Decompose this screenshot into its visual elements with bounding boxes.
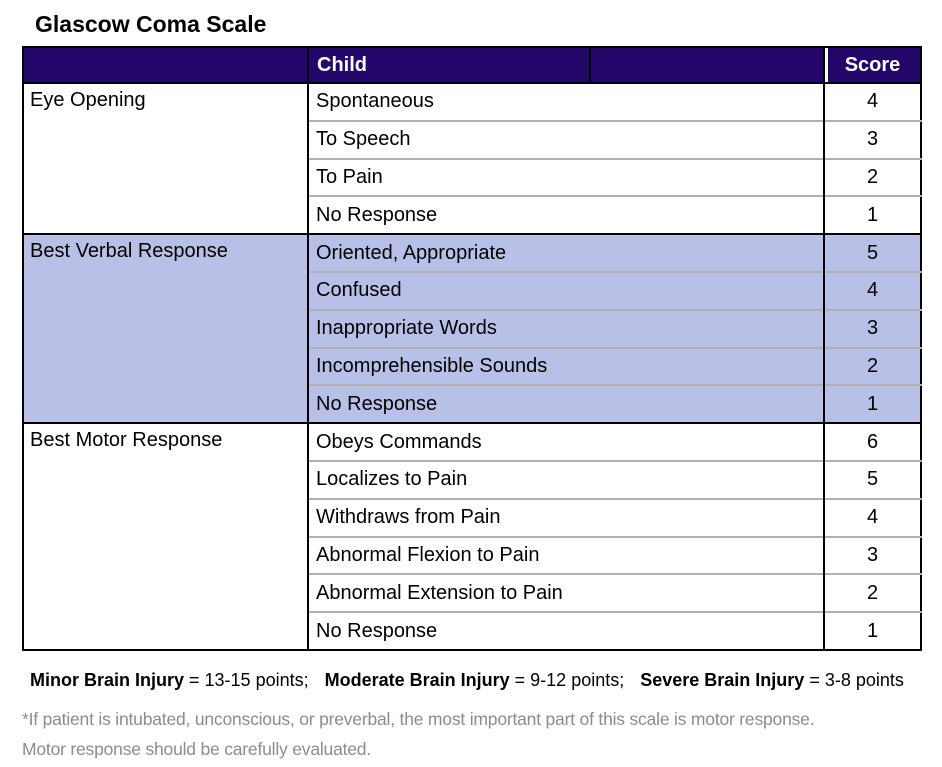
score-cell: 4 <box>823 82 921 121</box>
header-score-cell: Score <box>823 47 921 84</box>
table-row: Abnormal Extension to Pain 2 <box>23 573 921 613</box>
response-cell: Localizes to Pain <box>308 459 824 499</box>
response-cell: Oriented, Appropriate <box>308 233 824 272</box>
legend-item-detail: = 3-8 points <box>804 669 904 690</box>
legend-item-label: Severe Brain Injury <box>640 669 805 690</box>
response-cell: Abnormal Flexion to Pain <box>308 535 824 575</box>
legend-item-detail: = 13-15 points; <box>184 669 309 690</box>
legend-item-label: Moderate Brain Injury <box>324 669 510 690</box>
legend-item: Moderate Brain Injury = 9-12 points; <box>325 670 625 690</box>
table-row: Localizes to Pain 5 <box>23 459 921 499</box>
score-cell: 2 <box>823 157 921 197</box>
score-cell: 6 <box>823 422 921 461</box>
table-body: Eye Opening Spontaneous 4 To Speech 3 To Pain… <box>23 81 921 650</box>
header-child-cell: Child <box>308 47 591 84</box>
response-cell: Withdraws from Pain <box>308 497 824 537</box>
response-cell: Incomprehensible Sounds <box>308 346 824 386</box>
severity-legend: Minor Brain Injury = 13-15 points; Modera… <box>30 668 942 692</box>
header-category-cell <box>23 47 309 84</box>
table-header: Child Score <box>23 47 921 84</box>
score-cell: 5 <box>823 233 921 272</box>
table-row: No Response 1 <box>23 195 921 235</box>
gcs-table: Child Score Eye Opening Spontaneous 4 To Sp… <box>22 46 922 651</box>
legend-item: Severe Brain Injury = 3-8 points <box>640 670 904 690</box>
table-row: To Pain 2 <box>23 157 921 197</box>
response-cell: No Response <box>308 384 824 424</box>
response-cell: Obeys Commands <box>308 422 824 461</box>
score-cell: 3 <box>823 119 921 159</box>
score-cell: 1 <box>823 611 921 650</box>
legend-item: Minor Brain Injury = 13-15 points; <box>30 670 309 690</box>
category-cell: Best Motor Response <box>23 422 309 650</box>
table-row: Eye Opening Spontaneous 4 <box>23 81 921 235</box>
table-row: Confused 4 <box>23 270 921 310</box>
score-cell: 2 <box>823 573 921 613</box>
response-cell: No Response <box>308 195 824 235</box>
table-row: Inappropriate Words 3 <box>23 308 921 348</box>
score-cell: 3 <box>823 535 921 575</box>
score-cell: 2 <box>823 346 921 386</box>
table-row: To Speech 3 <box>23 119 921 159</box>
response-cell: To Speech <box>308 119 824 159</box>
table-row: Best Motor Response Obeys Commands 6 <box>23 422 921 650</box>
footnote-line-2: Motor response should be carefully evalu… <box>22 738 371 759</box>
legend-item-detail: = 9-12 points; <box>509 669 625 690</box>
score-cell: 3 <box>823 308 921 348</box>
table-row: Withdraws from Pain 4 <box>23 497 921 537</box>
response-cell: Confused <box>308 270 824 310</box>
score-cell: 4 <box>823 270 921 310</box>
score-cell: 1 <box>823 195 921 235</box>
category-cell: Best Verbal Response <box>23 233 309 424</box>
table-row: No Response 1 <box>23 384 921 424</box>
header-extra-cell <box>590 47 824 84</box>
response-cell: To Pain <box>308 157 824 197</box>
table-row: Incomprehensible Sounds 2 <box>23 346 921 386</box>
score-cell: 1 <box>823 384 921 424</box>
table-row: Abnormal Flexion to Pain 3 <box>23 535 921 575</box>
response-cell: No Response <box>308 611 824 650</box>
legend-item-label: Minor Brain Injury <box>30 669 185 690</box>
footnotes: *If patient is intubated, unconscious, o… <box>22 704 942 764</box>
response-cell: Inappropriate Words <box>308 308 824 348</box>
page-title: Glascow Coma Scale <box>35 11 267 37</box>
category-cell: Eye Opening <box>23 81 309 235</box>
response-cell: Abnormal Extension to Pain <box>308 573 824 613</box>
score-cell: 4 <box>823 497 921 537</box>
response-cell: Spontaneous <box>308 82 824 121</box>
score-cell: 5 <box>823 459 921 499</box>
table-row: No Response 1 <box>23 611 921 650</box>
footnote-line-1: *If patient is intubated, unconscious, o… <box>22 708 815 729</box>
header-row: Child Score <box>23 47 921 84</box>
table-row: Best Verbal Response Oriented, Appropriat… <box>23 233 921 424</box>
